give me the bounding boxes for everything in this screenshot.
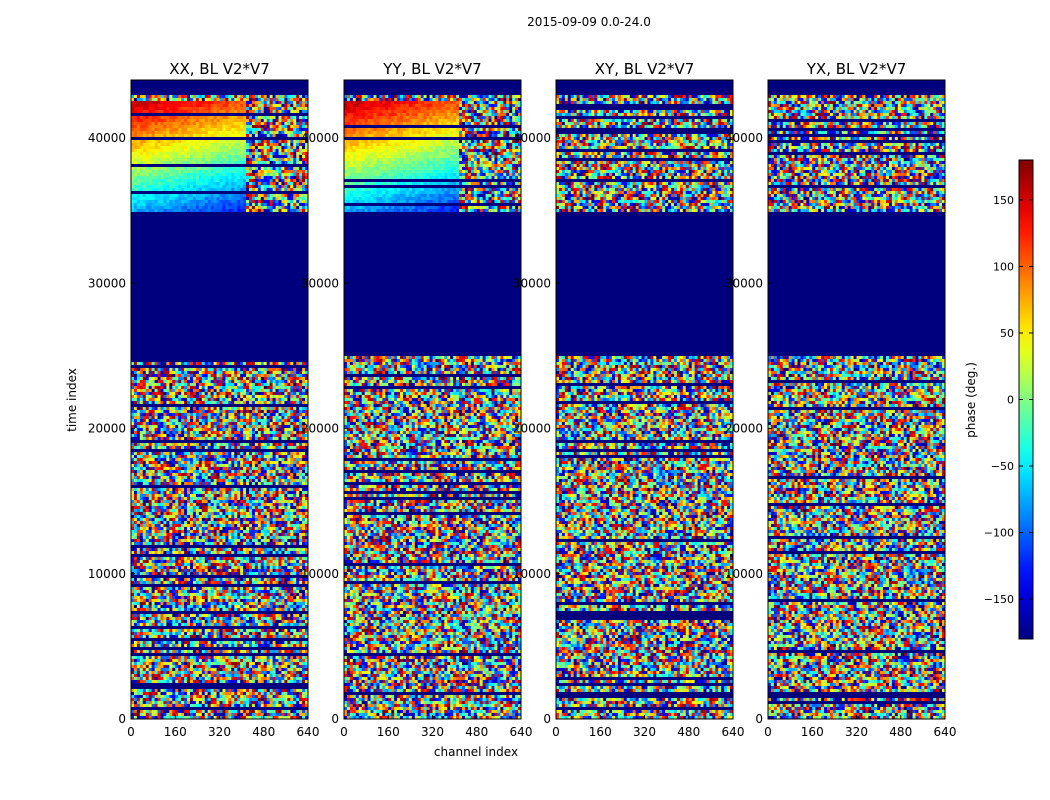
y-tick-label: 0: [118, 712, 126, 726]
y-tick-label: 40000: [725, 131, 763, 145]
x-tick-label: 0: [127, 725, 135, 739]
heatmap-image: [768, 80, 945, 719]
y-tick-label: 20000: [301, 422, 339, 436]
panel-title: YY, BL V2*V7: [382, 60, 481, 78]
x-tick-label: 0: [552, 725, 560, 739]
y-tick-label: 20000: [88, 422, 126, 436]
colorbar-tick-label: 0: [1007, 394, 1014, 407]
x-tick-label: 0: [764, 725, 772, 739]
panel-yx: YX, BL V2*V7 0 160 320 480 640 0 10000 20000 3000…: [725, 60, 957, 739]
x-tick-label: 320: [845, 725, 868, 739]
x-tick-label: 480: [465, 725, 488, 739]
x-tick-label: 480: [677, 725, 700, 739]
x-tick-label: 0: [340, 725, 348, 739]
colorbar-tick-label: −50: [991, 460, 1014, 473]
y-tick-label: 30000: [88, 276, 126, 290]
heatmap-image: [131, 80, 308, 719]
colorbar-label: phase (deg.): [964, 362, 978, 438]
y-tick-label: 40000: [513, 131, 551, 145]
x-tick-label: 480: [252, 725, 275, 739]
x-tick-label: 160: [377, 725, 400, 739]
x-tick-label: 640: [722, 725, 745, 739]
colorbar-tick-label: 50: [1000, 327, 1014, 340]
colorbar: 150 100 50 0 −50 −100 −150: [984, 159, 1034, 640]
y-tick-label: 0: [543, 712, 551, 726]
x-tick-label: 320: [421, 725, 444, 739]
y-tick-label: 0: [755, 712, 763, 726]
panel-yy: YY, BL V2*V7 0 160 320 480 640 0 10000 20000 3000…: [301, 60, 533, 739]
y-tick-label: 20000: [725, 422, 763, 436]
x-tick-label: 160: [164, 725, 187, 739]
y-tick-label: 40000: [88, 131, 126, 145]
y-tick-label: 30000: [301, 276, 339, 290]
y-tick-label: 20000: [513, 422, 551, 436]
y-tick-label: 0: [331, 712, 339, 726]
y-tick-label: 10000: [725, 567, 763, 581]
figure-suptitle: 2015-09-09 0.0-24.0: [527, 15, 651, 29]
colorbar-tick-label: −100: [984, 527, 1014, 540]
y-axis-label: time index: [65, 368, 79, 432]
panel-title: XX, BL V2*V7: [169, 60, 270, 78]
panels-group: XX, BL V2*V7 0 160 320 480 640 0 10000 20000 3000…: [88, 60, 957, 739]
panel-title: YX, BL V2*V7: [806, 60, 907, 78]
x-tick-label: 320: [208, 725, 231, 739]
heatmap-image: [556, 80, 733, 719]
colorbar-tick-label: −150: [984, 593, 1014, 606]
x-tick-label: 160: [801, 725, 824, 739]
y-tick-label: 40000: [301, 131, 339, 145]
colorbar-tick-label: 100: [993, 260, 1014, 273]
x-tick-label: 480: [889, 725, 912, 739]
y-tick-label: 10000: [88, 567, 126, 581]
y-tick-label: 10000: [301, 567, 339, 581]
x-tick-label: 160: [589, 725, 612, 739]
colorbar-tick-label: 150: [993, 194, 1014, 207]
x-tick-label: 640: [934, 725, 957, 739]
panel-xy: XY, BL V2*V7 0 160 320 480 640 0 10000 20000 3000…: [513, 60, 745, 739]
x-axis-label: channel index: [434, 745, 518, 759]
y-tick-label: 10000: [513, 567, 551, 581]
panel-xx: XX, BL V2*V7 0 160 320 480 640 0 10000 20000 3000…: [88, 60, 320, 739]
heatmap-image: [344, 80, 521, 719]
y-tick-label: 30000: [513, 276, 551, 290]
x-tick-label: 640: [510, 725, 533, 739]
panel-title: XY, BL V2*V7: [595, 60, 695, 78]
x-tick-label: 640: [297, 725, 320, 739]
x-tick-label: 320: [633, 725, 656, 739]
y-tick-label: 30000: [725, 276, 763, 290]
